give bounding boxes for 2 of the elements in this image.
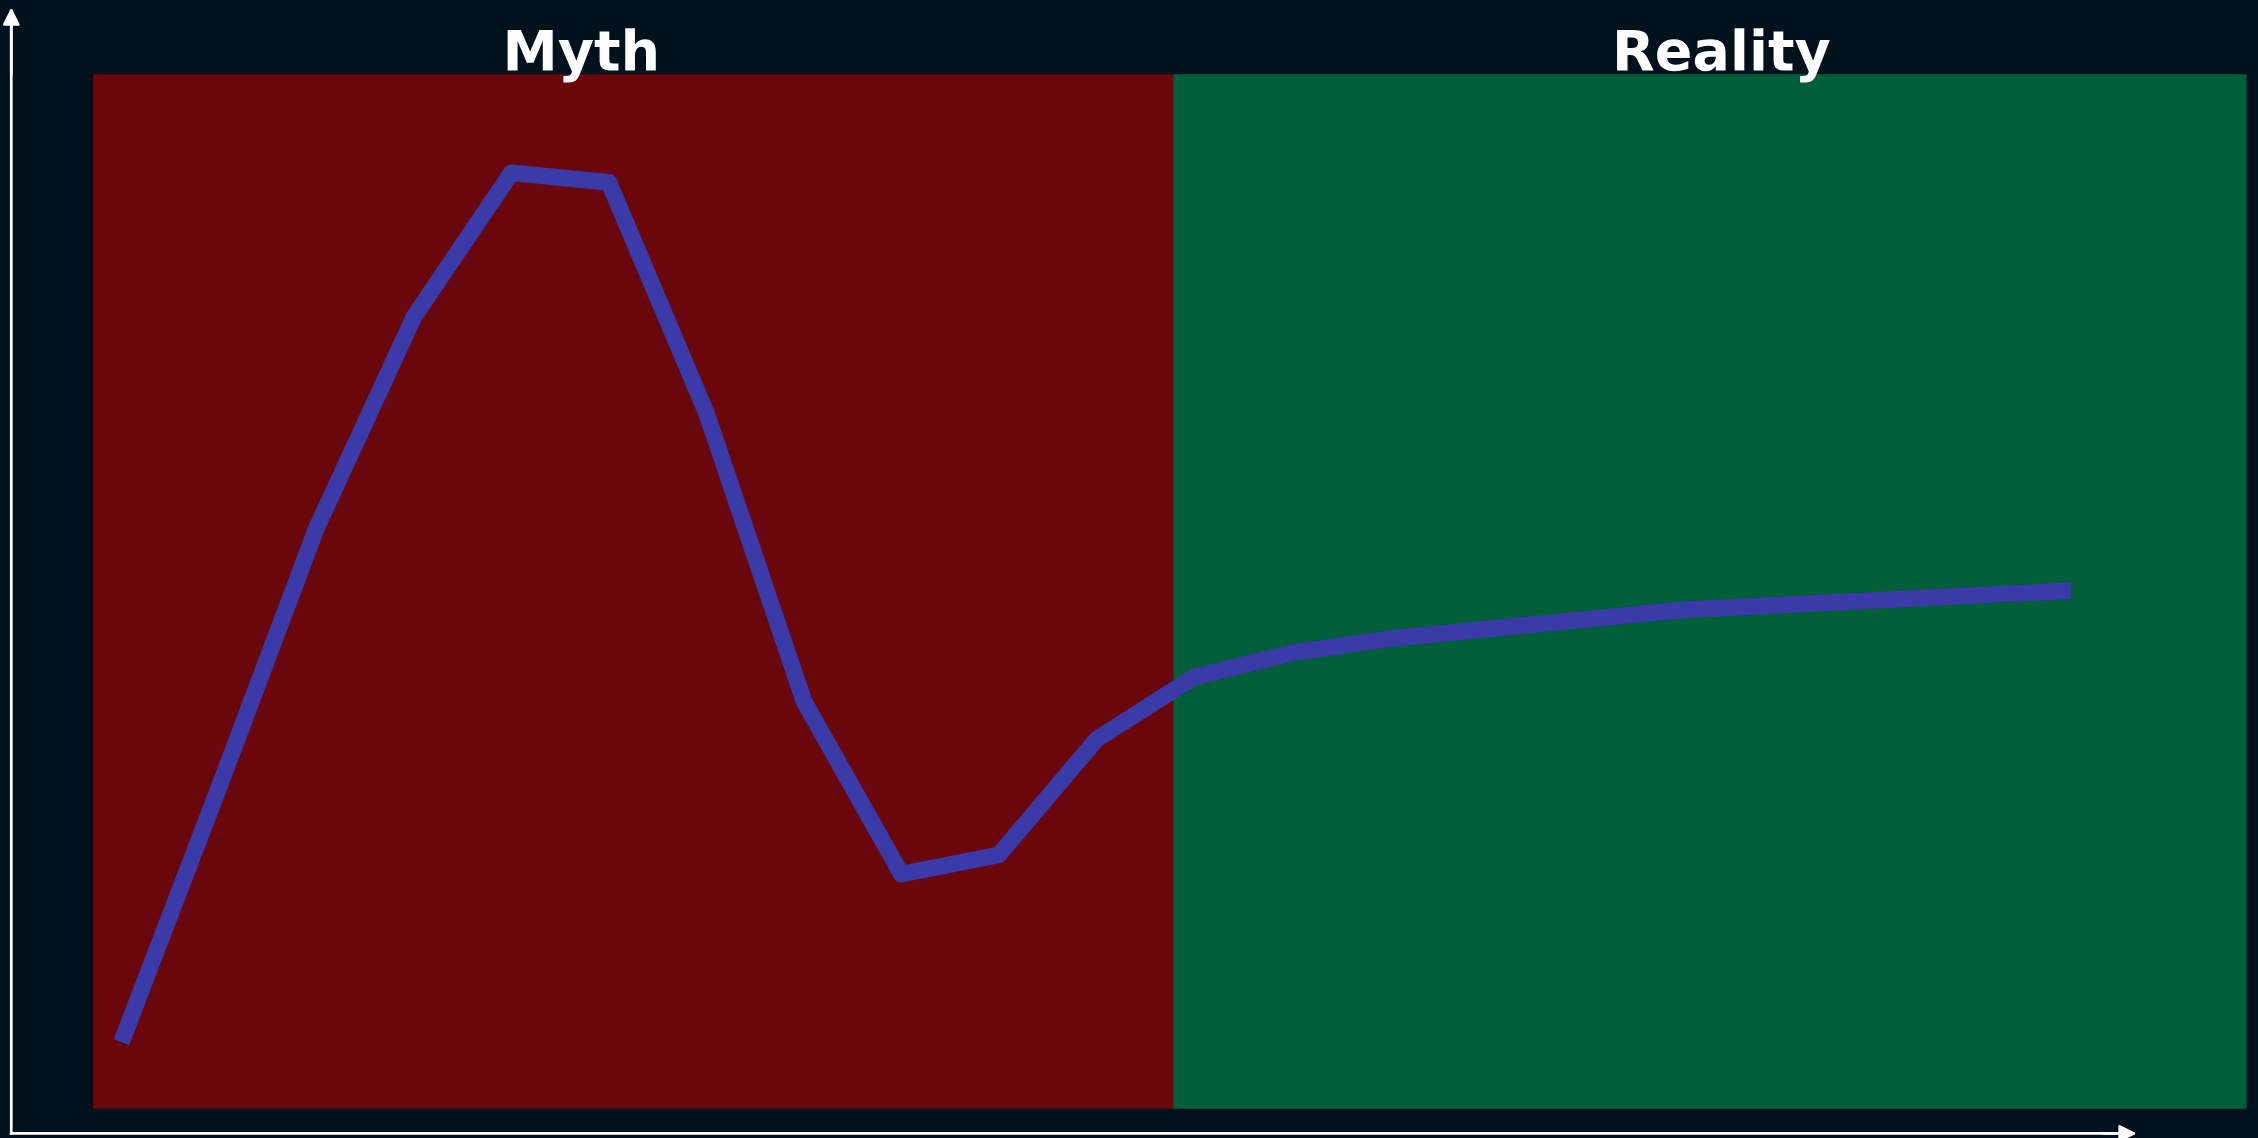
text: Reality — [1617, 28, 1830, 83]
text: Myth — [507, 28, 656, 83]
